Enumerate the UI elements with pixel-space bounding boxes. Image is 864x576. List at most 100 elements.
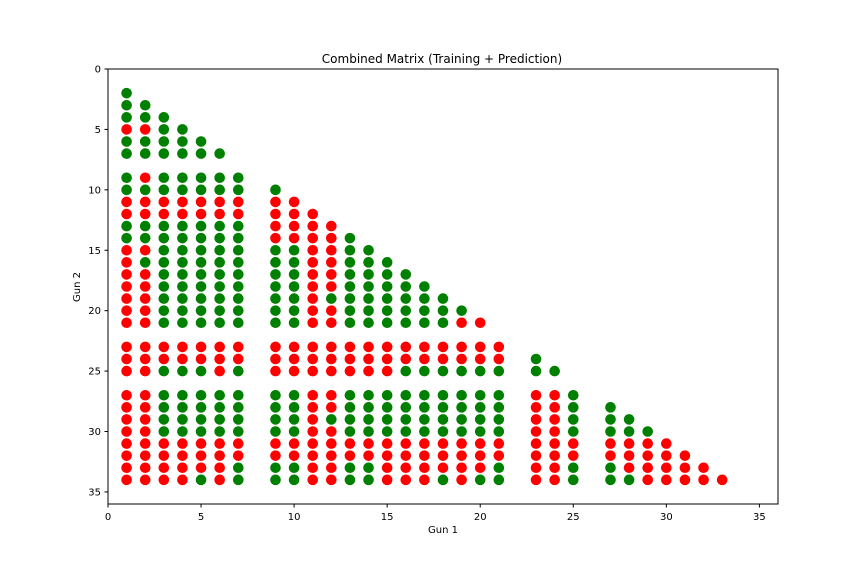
data-point <box>232 341 244 353</box>
data-point <box>214 426 225 437</box>
data-point <box>456 365 467 377</box>
data-point <box>474 438 486 449</box>
data-point <box>344 317 356 329</box>
data-point <box>567 389 579 401</box>
data-point <box>270 305 281 316</box>
data-point <box>549 402 560 413</box>
data-point <box>195 426 207 437</box>
data-point <box>400 353 412 365</box>
data-point <box>177 184 188 196</box>
data-point <box>307 269 319 280</box>
data-point <box>121 341 132 353</box>
data-point <box>177 220 188 232</box>
data-point <box>661 438 672 449</box>
data-point <box>567 474 579 486</box>
data-point <box>549 365 560 377</box>
data-point <box>139 112 151 123</box>
data-point <box>121 293 132 304</box>
data-point <box>344 462 356 474</box>
data-point <box>326 462 337 474</box>
data-point <box>288 438 300 449</box>
data-point <box>214 438 225 449</box>
data-point <box>344 293 356 304</box>
data-point <box>139 196 151 208</box>
data-point <box>158 293 170 304</box>
data-point <box>326 244 337 256</box>
data-point <box>419 462 430 474</box>
data-point <box>177 269 188 280</box>
data-point <box>344 389 356 401</box>
data-point <box>195 438 207 449</box>
data-point <box>437 293 449 304</box>
x-tick-label: 5 <box>198 512 204 523</box>
y-tick-label: 10 <box>88 185 101 196</box>
data-point <box>363 257 374 268</box>
data-point <box>121 462 132 474</box>
data-point <box>121 232 132 244</box>
data-point <box>307 353 319 365</box>
data-point <box>307 281 319 292</box>
data-point <box>642 426 654 437</box>
data-point <box>381 353 393 365</box>
data-point <box>437 317 449 329</box>
data-point <box>344 414 356 425</box>
x-axis-ticks: 0 5 10 15 20 25 30 35 <box>105 504 766 523</box>
data-point <box>195 365 207 377</box>
data-point <box>326 269 337 280</box>
data-point <box>530 462 542 474</box>
data-point <box>549 414 560 425</box>
data-point <box>419 317 430 329</box>
data-point <box>437 414 449 425</box>
data-point <box>307 257 319 268</box>
data-point <box>177 365 188 377</box>
data-point <box>177 257 188 268</box>
data-point <box>158 389 170 401</box>
data-point <box>177 136 188 147</box>
data-point <box>288 269 300 280</box>
data-point <box>158 196 170 208</box>
data-point <box>158 148 170 159</box>
data-point <box>158 414 170 425</box>
data-point <box>195 196 207 208</box>
data-point <box>381 474 393 486</box>
data-point <box>456 341 467 353</box>
data-point <box>232 172 244 184</box>
data-point <box>437 450 449 461</box>
data-point <box>307 402 319 413</box>
data-point <box>381 269 393 280</box>
y-tick-label: 30 <box>88 427 101 438</box>
data-point <box>419 293 430 304</box>
data-point <box>288 293 300 304</box>
data-point <box>177 474 188 486</box>
data-point <box>400 402 412 413</box>
data-point <box>530 438 542 449</box>
x-tick-label: 20 <box>474 512 487 523</box>
data-point <box>381 402 393 413</box>
data-point <box>493 353 505 365</box>
data-point <box>437 438 449 449</box>
data-point <box>437 341 449 353</box>
data-point <box>139 462 151 474</box>
data-point <box>549 426 560 437</box>
data-point <box>344 474 356 486</box>
data-point <box>270 402 281 413</box>
data-point <box>139 414 151 425</box>
data-point <box>400 341 412 353</box>
data-point <box>121 172 132 184</box>
data-point <box>400 365 412 377</box>
data-point <box>195 474 207 486</box>
data-point <box>270 426 281 437</box>
data-point <box>214 341 225 353</box>
data-point <box>288 244 300 256</box>
data-point <box>214 365 225 377</box>
data-point <box>139 148 151 159</box>
data-point <box>288 257 300 268</box>
data-point <box>419 438 430 449</box>
data-point <box>456 426 467 437</box>
data-point <box>400 389 412 401</box>
data-point <box>158 426 170 437</box>
y-axis-ticks: 0 5 10 15 20 25 30 35 <box>88 65 108 498</box>
data-point <box>493 402 505 413</box>
data-point <box>363 365 374 377</box>
data-point <box>400 414 412 425</box>
